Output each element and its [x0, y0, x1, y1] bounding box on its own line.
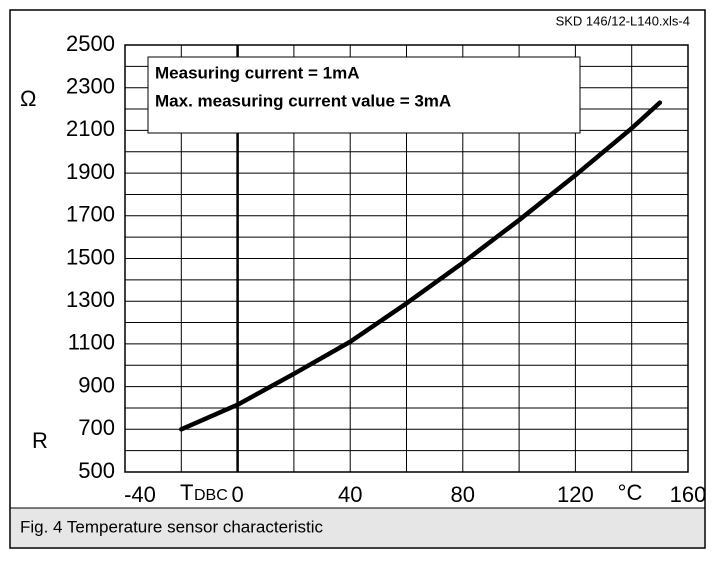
x-tick-label: 40: [338, 482, 362, 507]
y-label-top: Ω: [20, 86, 36, 111]
y-tick-label: 2500: [66, 31, 115, 56]
annotation: Measuring current = 1mA: [155, 63, 360, 82]
x-tick-label: 120: [557, 482, 594, 507]
x-label-subscript: DBC: [194, 487, 228, 504]
y-tick-label: 500: [78, 458, 115, 483]
y-tick-label: 1900: [66, 159, 115, 184]
annotation-box: [147, 56, 581, 134]
x-tick-label: 0: [231, 482, 243, 507]
y-tick-label: 1500: [66, 244, 115, 269]
x-label-symbol: T: [180, 480, 193, 505]
x-tick-label: 80: [451, 482, 475, 507]
caption-bar: [11, 508, 704, 547]
y-tick-label: 900: [78, 372, 115, 397]
caption: Fig. 4 Temperature sensor characteristic: [20, 517, 323, 536]
annotation: Max. measuring current value = 3mA: [155, 91, 451, 110]
x-tick-label: 160: [670, 482, 707, 507]
data-line: [179, 100, 663, 432]
x-tick-label: -40: [124, 482, 156, 507]
y-tick-label: 2100: [66, 116, 115, 141]
y-tick-label: 1100: [68, 330, 115, 355]
y-tick-label: 1300: [66, 287, 115, 312]
y-label: R: [32, 428, 48, 453]
y-tick-label: 700: [78, 415, 115, 440]
y-tick-label: 1700: [66, 202, 115, 227]
source: SKD 146/12-L140.xls-4: [556, 13, 690, 28]
x-unit: °C: [618, 480, 643, 505]
y-tick-label: 2300: [66, 74, 115, 99]
